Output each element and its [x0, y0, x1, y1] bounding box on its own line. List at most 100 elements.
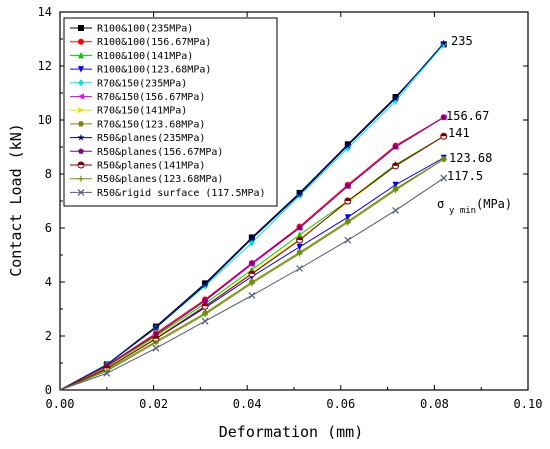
data-point [440, 156, 447, 163]
legend-item: R50&planes(235MPa) [70, 133, 205, 144]
x-tick-label: 0.06 [326, 397, 355, 411]
y-tick-label: 10 [38, 113, 52, 127]
annotation-141: 141 [448, 126, 470, 140]
data-point [344, 219, 351, 226]
data-point [202, 297, 208, 304]
sigma-symbol: σ [437, 197, 444, 211]
x-axis-title: Deformation (mm) [219, 423, 364, 441]
data-point [440, 174, 448, 182]
data-point [296, 225, 303, 231]
data-point [296, 231, 303, 238]
data-point [201, 280, 209, 288]
legend-item: R50&planes(141MPa) [70, 161, 205, 172]
data-point [392, 144, 399, 150]
sigma-label: σ [437, 197, 444, 211]
data-point [391, 94, 400, 102]
legend-item: R70&150(123.68MPa) [70, 119, 205, 130]
legend-marker [77, 93, 84, 100]
legend-item: R70&150(141MPa) [70, 106, 187, 117]
x-tick-label: 0.04 [233, 397, 262, 411]
legend-item: R50&planes(156.67MPa) [70, 147, 223, 158]
series-11 [59, 132, 448, 391]
y-axis-title: Contact Load (kN) [7, 123, 25, 277]
legend-item: R100&100(156.67MPa) [70, 37, 211, 48]
legend-label: R70&150(141MPa) [97, 106, 187, 117]
legend-box [63, 17, 278, 207]
x-tick-label: 0.08 [420, 397, 449, 411]
legend-marker [78, 79, 84, 87]
legend-item: R100&100(141MPa) [70, 51, 193, 62]
legend-marker [78, 121, 84, 127]
data-point [344, 183, 351, 189]
series-13 [59, 174, 448, 391]
legend-item: R100&100(235MPa) [70, 24, 193, 35]
legend-label: R100&100(235MPa) [97, 24, 193, 35]
legend-label: R70&150(156.67MPa) [97, 92, 205, 103]
data-point [201, 302, 209, 310]
legend-marker [78, 66, 84, 73]
legend-label: R100&100(156.67MPa) [97, 37, 211, 48]
legend-marker [77, 161, 85, 169]
x-tick-label: 0.00 [46, 397, 75, 411]
data-point [152, 335, 160, 343]
y-tick-label: 0 [45, 383, 52, 397]
y-tick-label: 2 [45, 329, 52, 343]
data-point [296, 265, 304, 272]
data-point [440, 39, 448, 47]
annotation-235: 235 [451, 34, 473, 48]
data-point [296, 243, 303, 251]
legend-label: R50&planes(141MPa) [97, 161, 205, 172]
data-point [344, 214, 351, 221]
y-tick-label: 8 [45, 167, 52, 181]
data-point [103, 369, 111, 377]
data-point [202, 311, 209, 318]
data-point [296, 236, 304, 244]
data-point [440, 132, 448, 140]
x-tick-label: 0.02 [139, 397, 168, 411]
annotation-123-68: 123.68 [449, 151, 492, 165]
data-point [248, 235, 256, 242]
legend-marker [78, 25, 84, 31]
data-point [344, 141, 352, 149]
data-point [296, 250, 303, 257]
legend-label: R70&150(123.68MPa) [97, 119, 205, 130]
data-point [201, 317, 209, 325]
legend-marker [78, 148, 84, 154]
legend-marker [78, 175, 84, 182]
data-point [248, 280, 255, 287]
data-point [249, 260, 255, 266]
legend-item: R50&rigid surface (117.5MPa) [70, 188, 266, 199]
legend: R100&100(235MPa) R100&100(156.67MPa) R100&… [63, 17, 278, 207]
data-point [344, 197, 352, 205]
legend-item: R70&150(235MPa) [70, 78, 187, 89]
legend-item: R50&planes(123.68MPa) [70, 174, 223, 185]
annotation-156-67: 156.67 [446, 109, 489, 123]
data-point [248, 270, 256, 278]
legend-label: R70&150(235MPa) [97, 78, 187, 89]
y-tick-label: 14 [38, 5, 52, 19]
legend-label: R50&planes(235MPa) [97, 133, 205, 144]
data-point [440, 114, 447, 120]
data-point [392, 187, 399, 194]
sigma-subscript: y min [449, 206, 476, 216]
data-point [152, 339, 159, 346]
data-point [392, 181, 399, 189]
data-point [152, 324, 160, 331]
legend-label: R100&100(141MPa) [97, 51, 193, 62]
annotation-117-5: 117.5 [447, 169, 483, 183]
data-point [296, 190, 304, 198]
data-point [392, 162, 400, 170]
legend-marker [77, 133, 85, 141]
legend-marker [78, 107, 85, 114]
legend-label: R100&100(123.68MPa) [97, 65, 211, 76]
data-point [248, 292, 256, 299]
legend-label: R50&planes(156.67MPa) [97, 147, 223, 158]
data-point [152, 344, 160, 352]
legend-item: R100&100(123.68MPa) [70, 65, 211, 76]
y-tick-label: 4 [45, 275, 52, 289]
annotations: 235 156.67 141 123.68 117.5 σ y min (MPa… [437, 34, 512, 216]
sigma-unit: (MPa) [476, 197, 512, 211]
data-point [344, 236, 352, 244]
axis-ticks: 0.00 0.02 0.04 0.06 0.08 0.10 0 2 4 6 8 10 12 14 [38, 5, 543, 411]
